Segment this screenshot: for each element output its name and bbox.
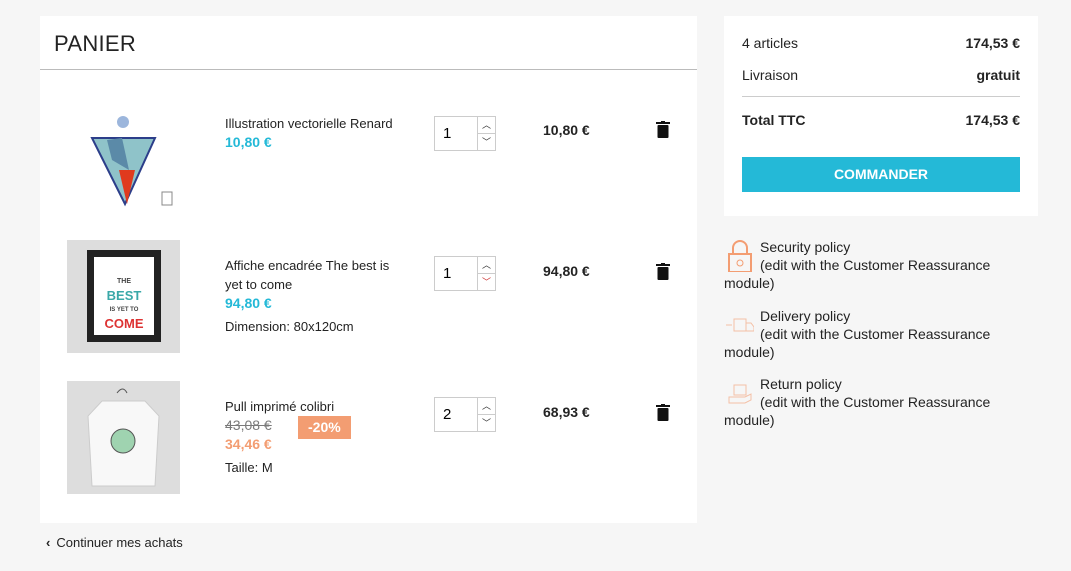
product-name[interactable]: Illustration vectorielle Renard: [225, 116, 393, 131]
line-total: 10,80 €: [543, 122, 590, 138]
line-total: 94,80 €: [543, 263, 590, 279]
product-name[interactable]: Pull imprimé colibri: [225, 399, 335, 414]
articles-label: 4 articles: [742, 34, 799, 51]
quantity-stepper[interactable]: ︿﹀: [434, 256, 496, 291]
cart-panel: PANIER Illustration vectorielle Renard 1…: [40, 16, 697, 523]
shipping-label: Livraison: [742, 66, 799, 83]
product-image[interactable]: THE BEST IS YET TO COME: [67, 240, 180, 353]
attribute-value: 80x120cm: [293, 319, 354, 334]
reassurance-title: Security policy: [760, 239, 851, 255]
chevron-down-icon[interactable]: ﹀: [478, 133, 495, 150]
attribute-label: Dimension:: [225, 319, 291, 334]
trash-icon[interactable]: [656, 121, 670, 138]
chevron-up-icon[interactable]: ︿: [481, 401, 491, 411]
articles-value: 174,53 €: [965, 34, 1021, 51]
quantity-stepper[interactable]: ︿﹀: [434, 116, 496, 151]
attribute-label: Taille:: [225, 460, 259, 475]
old-price: 43,08 €: [225, 417, 272, 433]
reassurance-desc: (edit with the Customer Reassurance modu…: [724, 394, 991, 428]
reassurance-title: Return policy: [760, 376, 842, 392]
cart-summary: 4 articles 174,53 € Livraison gratuit Tota…: [724, 16, 1038, 216]
quantity-stepper[interactable]: ︿﹀: [434, 397, 496, 432]
trash-icon[interactable]: [656, 263, 670, 280]
reassurance-item: Delivery policy (edit with the Customer …: [724, 307, 1024, 361]
quantity-input[interactable]: [435, 398, 477, 431]
chevron-up-icon[interactable]: ︿: [481, 120, 491, 130]
chevron-down-icon[interactable]: ﹀: [478, 414, 495, 431]
reassurance-item: Return policy (edit with the Customer Re…: [724, 375, 1024, 429]
continue-shopping-link[interactable]: ‹ Continuer mes achats: [46, 535, 183, 550]
return-box-icon: [728, 384, 752, 404]
product-price: 34,46 €: [225, 436, 272, 452]
lock-icon: [728, 240, 752, 272]
product-price: 94,80 €: [225, 295, 272, 311]
chevron-down-icon[interactable]: ﹀: [478, 273, 495, 290]
truck-icon: [726, 318, 754, 332]
trash-icon[interactable]: [656, 404, 670, 421]
product-image[interactable]: [67, 100, 180, 213]
product-name[interactable]: Affiche encadrée The best is yet to come: [225, 258, 390, 292]
reassurance-desc: (edit with the Customer Reassurance modu…: [724, 326, 991, 360]
shipping-value: gratuit: [976, 66, 1020, 83]
reassurance-item: Security policy (edit with the Customer …: [724, 238, 1024, 292]
total-value: 174,53 €: [965, 112, 1021, 128]
checkout-button[interactable]: COMMANDER: [742, 157, 1020, 192]
reassurance-title: Delivery policy: [760, 308, 851, 324]
product-price: 10,80 €: [225, 134, 272, 150]
reassurance-desc: (edit with the Customer Reassurance modu…: [724, 257, 991, 291]
chevron-up-icon[interactable]: ︿: [481, 260, 491, 270]
page-title: PANIER: [40, 16, 697, 70]
product-image[interactable]: [67, 381, 180, 494]
total-label: Total TTC: [742, 112, 806, 128]
attribute-value: M: [261, 460, 273, 475]
line-total: 68,93 €: [543, 404, 590, 420]
quantity-input[interactable]: [435, 117, 477, 150]
chevron-left-icon: ‹: [46, 535, 51, 550]
discount-badge: -20%: [298, 416, 351, 439]
quantity-input[interactable]: [435, 257, 477, 290]
